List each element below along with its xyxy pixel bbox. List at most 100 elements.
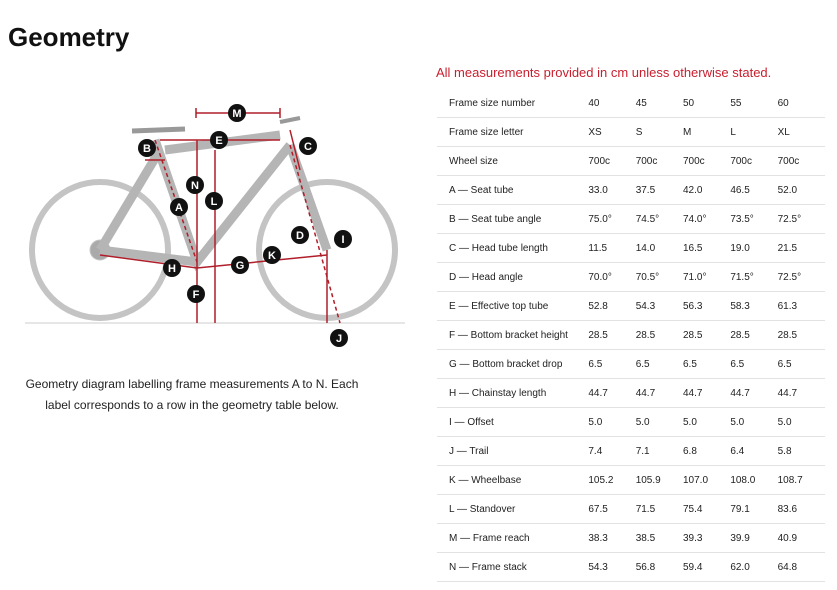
cell: 6.8 [683, 436, 731, 466]
diagram-label: D [296, 230, 304, 242]
table-row: K — Wheelbase 105.2 105.9 107.0 108.0 108.7 [437, 465, 825, 495]
cell: 19.0 [730, 233, 778, 263]
cell: 37.5 [635, 175, 683, 205]
table-row: M — Frame reach 38.3 38.5 39.3 39.9 40.9 [437, 523, 825, 553]
cell: 40.9 [777, 523, 825, 553]
table-row: F — Bottom bracket height 28.5 28.5 28.5 28.… [437, 320, 825, 350]
cell: 700c [777, 146, 825, 176]
cell: 67.5 [588, 494, 636, 524]
cell: 79.1 [730, 494, 778, 524]
cell: 107.0 [683, 465, 731, 495]
row-label: A — Seat tube [437, 175, 589, 205]
diagram-label: E [215, 135, 222, 147]
cell: 55 [730, 89, 778, 118]
cell: 6.4 [730, 436, 778, 466]
cell: 64.8 [777, 552, 825, 582]
cell: 44.7 [683, 378, 731, 408]
table-row: B — Seat tube angle 75.0° 74.5° 74.0° 73.5° 7… [437, 204, 825, 234]
cell: 28.5 [635, 320, 683, 350]
row-label: M — Frame reach [437, 523, 589, 553]
cell: 105.9 [635, 465, 683, 495]
cell: 5.0 [635, 407, 683, 437]
cell: 28.5 [730, 320, 778, 350]
cell: 5.0 [777, 407, 825, 437]
cell: 60 [777, 89, 825, 118]
table-row: I — Offset 5.0 5.0 5.0 5.0 5.0 [437, 407, 825, 437]
cell: 6.5 [683, 349, 731, 379]
label-badge [186, 176, 204, 194]
label-badge [210, 131, 228, 149]
cell: 54.3 [635, 291, 683, 321]
cell: 74.0° [683, 204, 731, 234]
cell: 6.5 [588, 349, 636, 379]
label-badge [330, 329, 348, 347]
cell: 39.9 [730, 523, 778, 553]
cell: 5.0 [683, 407, 731, 437]
table-row: L — Standover 67.5 71.5 75.4 79.1 83.6 [437, 494, 825, 524]
cell: 5.0 [588, 407, 636, 437]
cell: 56.8 [635, 552, 683, 582]
table-row: A — Seat tube 33.0 37.5 42.0 46.5 52.0 [437, 175, 825, 205]
table-row: E — Effective top tube 52.8 54.3 56.3 58.3 61… [437, 291, 825, 321]
row-label: N — Frame stack [437, 552, 589, 582]
cell: L [730, 117, 778, 147]
cell: 700c [730, 146, 778, 176]
geometry-table: Frame size number 40 45 50 55 60 Frame size le… [437, 89, 825, 582]
cell: 73.5° [730, 204, 778, 234]
cell: 46.5 [730, 175, 778, 205]
cell: 52.8 [588, 291, 636, 321]
caption: Geometry diagram labelling frame measure… [25, 377, 359, 412]
label-badge [205, 192, 223, 210]
table-row: D — Head angle 70.0° 70.5° 71.0° 71.5° 72.5° [437, 262, 825, 292]
cell: 58.3 [730, 291, 778, 321]
diagram-label: N [191, 180, 199, 192]
cell: 72.5° [777, 262, 825, 292]
row-label: Frame size number [437, 89, 589, 118]
cell: 21.5 [777, 233, 825, 263]
table-row: Frame size number 40 45 50 55 60 [437, 89, 825, 118]
diagram-label: A [175, 202, 183, 214]
label-badge [170, 198, 188, 216]
cell: 45 [635, 89, 683, 118]
cell: 40 [588, 89, 636, 118]
cell: 6.5 [730, 349, 778, 379]
diagram-label: H [168, 263, 176, 275]
row-label: K — Wheelbase [437, 465, 589, 495]
table-row: Frame size letter XS S M L XL [437, 117, 825, 147]
cell: 38.3 [588, 523, 636, 553]
diagram-label: F [193, 289, 200, 301]
note: All measurements provided in cm unless o… [436, 65, 772, 80]
label-badge [163, 259, 181, 277]
cell: 44.7 [588, 378, 636, 408]
row-label: E — Effective top tube [437, 291, 589, 321]
cell: 56.3 [683, 291, 731, 321]
cell: 105.2 [588, 465, 636, 495]
cell: 6.5 [635, 349, 683, 379]
row-label: L — Standover [437, 494, 589, 524]
table-row: J — Trail 7.4 7.1 6.8 6.4 5.8 [437, 436, 825, 466]
row-label: J — Trail [437, 436, 589, 466]
table-row: C — Head tube length 11.5 14.0 16.5 19.0 21.5 [437, 233, 825, 263]
cell: 54.3 [588, 552, 636, 582]
cell: 71.5 [635, 494, 683, 524]
table-row: N — Frame stack 54.3 56.8 59.4 62.0 64.8 [437, 552, 825, 582]
cell: 74.5° [635, 204, 683, 234]
cell: 700c [635, 146, 683, 176]
cell: 42.0 [683, 175, 731, 205]
cell: 5.0 [730, 407, 778, 437]
cell: 70.5° [635, 262, 683, 292]
cell: 71.5° [730, 262, 778, 292]
cell: 28.5 [683, 320, 731, 350]
diagram-label: M [232, 108, 241, 120]
cell: 59.4 [683, 552, 731, 582]
table-row: Wheel size 700c 700c 700c 700c 700c [437, 146, 825, 176]
cell: 7.1 [635, 436, 683, 466]
label-badge [228, 104, 246, 122]
cell: 70.0° [588, 262, 636, 292]
row-label: I — Offset [437, 407, 589, 437]
cell: 108.7 [777, 465, 825, 495]
diagram-label: B [143, 143, 151, 155]
cell: 6.5 [777, 349, 825, 379]
cell: 50 [683, 89, 731, 118]
cell: 14.0 [635, 233, 683, 263]
